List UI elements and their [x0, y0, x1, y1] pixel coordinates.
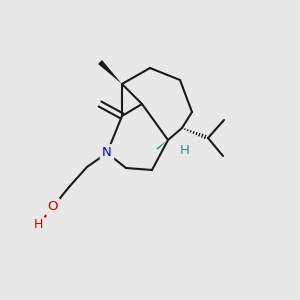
Polygon shape	[156, 140, 168, 150]
Text: O: O	[48, 200, 58, 214]
Polygon shape	[98, 60, 122, 84]
Text: N: N	[102, 146, 112, 160]
Text: H: H	[33, 218, 43, 232]
Text: H: H	[180, 143, 190, 157]
